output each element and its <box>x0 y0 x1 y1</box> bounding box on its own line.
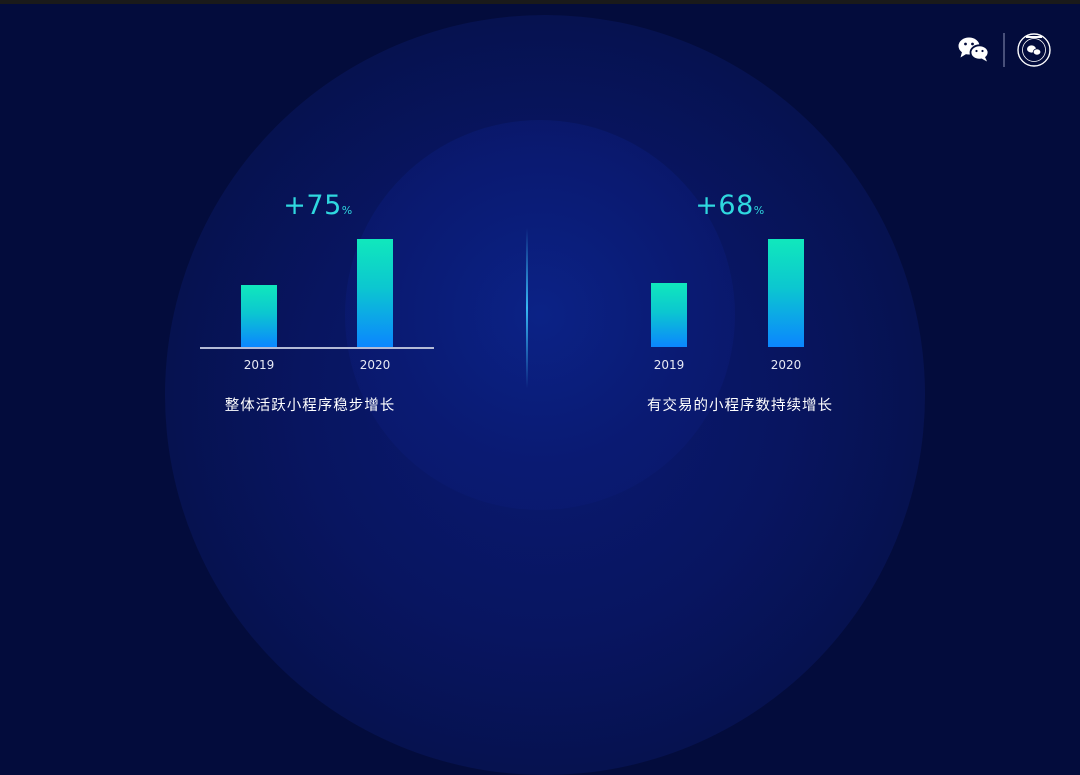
top-border <box>0 0 1080 4</box>
chart-caption: 整体活跃小程序稳步增长 <box>224 398 396 414</box>
x-tick-2019: 2019 <box>243 358 275 372</box>
growth-unit: % <box>753 204 765 217</box>
bar-2019 <box>651 283 687 347</box>
x-tick-2019: 2019 <box>653 358 685 372</box>
x-tick-2020: 2020 <box>359 358 391 372</box>
chart-transaction-miniprograms: +68% 2019 2020 有交易的小程序数持续增长 <box>620 180 860 420</box>
growth-annotation: +75% <box>258 190 378 221</box>
header-logos <box>956 30 1056 70</box>
logos-svg <box>958 33 1051 67</box>
wechat-icon <box>958 37 990 62</box>
chart-active-miniprograms: +75% 2019 2020 整体活跃小程序稳步增长 <box>200 180 436 420</box>
center-divider <box>526 228 528 388</box>
chart-caption: 有交易的小程序数持续增长 <box>647 398 833 414</box>
growth-value: +68 <box>695 190 754 221</box>
bar-2020 <box>357 239 393 347</box>
seal-logo-icon <box>1017 33 1051 67</box>
x-axis-line <box>200 347 434 349</box>
growth-value: +75 <box>283 190 342 221</box>
bar-2020 <box>768 239 804 347</box>
growth-unit: % <box>341 204 353 217</box>
x-tick-2020: 2020 <box>770 358 802 372</box>
growth-annotation: +68% <box>670 190 790 221</box>
bar-2019 <box>241 285 277 347</box>
